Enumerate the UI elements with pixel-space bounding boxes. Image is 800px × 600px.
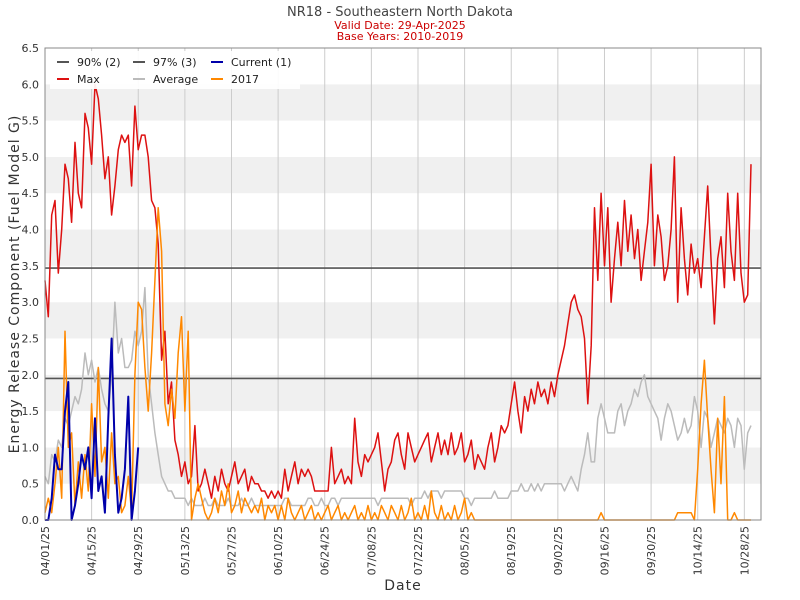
y-tick-label: 5.0	[22, 151, 40, 164]
grid-band	[45, 156, 761, 194]
legend-box	[50, 51, 300, 89]
grid-band	[45, 120, 761, 157]
series-line-average	[44, 286, 752, 507]
y-tick-labels: 0.0 0.5 1.0 1.5 2.0 2.5 3.0 3.5 4.0 4.5 5.0 5.5 6.0 6…	[22, 42, 40, 527]
grid-band	[45, 411, 761, 448]
legend-label-90-2: 90% (2)	[77, 56, 121, 69]
x-tick-label: 04/29/25	[132, 526, 145, 575]
x-tick-label: 08/19/25	[505, 526, 518, 575]
legend: 90% (2) 97% (3) Current (1) Max Average 2017	[50, 51, 300, 89]
y-tick-label: 3.5	[22, 260, 40, 273]
chart-subtitle-base-years: Base Years: 2010-2019	[337, 30, 463, 43]
legend-label-average: Average	[153, 73, 198, 86]
y-tick-label: 4.5	[22, 187, 40, 200]
x-tick-label: 07/08/25	[365, 526, 378, 575]
x-tick-label: 04/01/25	[39, 526, 52, 575]
grid-band	[45, 229, 761, 266]
y-tick-label: 0.5	[22, 478, 40, 491]
x-tick-labels: 04/01/25 04/15/25 04/29/25 05/13/25 05/27/25…	[39, 526, 751, 575]
legend-label-2017: 2017	[231, 73, 259, 86]
x-axis-label: Date	[384, 578, 421, 594]
x-tick-label: 06/10/25	[272, 526, 285, 575]
x-tick-label: 09/02/25	[552, 526, 565, 575]
x-tick-label: 04/15/25	[86, 526, 99, 575]
grid-band	[45, 265, 761, 303]
y-tick-label: 6.0	[22, 78, 40, 91]
y-tick-label: 1.5	[22, 405, 40, 418]
x-tick-label: 09/30/25	[645, 526, 658, 575]
y-axis-label: Energy Release Component (Fuel Model G)	[7, 115, 23, 454]
y-tick-label: 5.5	[22, 115, 40, 128]
series-line-max	[44, 83, 752, 499]
grid-band	[45, 193, 761, 230]
legend-label-97-3: 97% (3)	[153, 56, 197, 69]
x-tick-label: 07/22/25	[412, 526, 425, 575]
chart-subtitle-valid-date: Valid Date: 29-Apr-2025	[334, 19, 466, 32]
x-tick-label: 10/28/25	[738, 526, 751, 575]
y-tick-label: 3.0	[22, 296, 40, 309]
legend-label-current-1: Current (1)	[231, 56, 291, 69]
y-tick-label: 4.0	[22, 224, 40, 237]
x-tick-label: 08/05/25	[459, 526, 472, 575]
x-tick-label: 10/14/25	[692, 526, 705, 575]
plot-bands	[45, 48, 761, 520]
grid-band	[45, 84, 761, 121]
grid-band	[45, 447, 761, 484]
x-tick-label: 05/27/25	[225, 526, 238, 575]
legend-label-max: Max	[77, 73, 100, 86]
y-tick-label: 2.5	[22, 332, 40, 345]
y-tick-label: 1.0	[22, 441, 40, 454]
chart-title: NR18 - Southeastern North Dakota	[287, 5, 513, 20]
y-tick-label: 6.5	[22, 42, 40, 55]
series-line-current-1	[45, 337, 140, 521]
y-tick-label: 0.0	[22, 514, 40, 527]
x-tick-label: 05/13/25	[179, 526, 192, 575]
x-tick-label: 06/24/25	[319, 526, 332, 575]
y-tick-label: 2.0	[22, 369, 40, 382]
plot-frame	[44, 47, 762, 521]
x-tick-label: 09/16/25	[598, 526, 611, 575]
